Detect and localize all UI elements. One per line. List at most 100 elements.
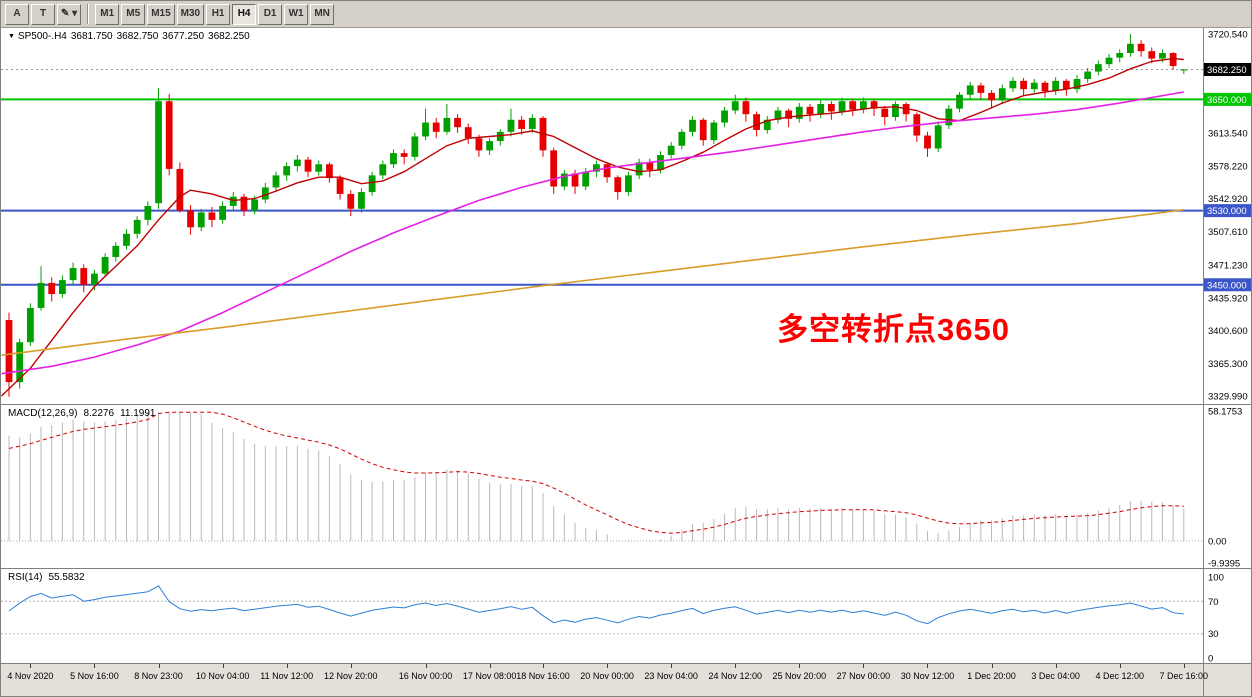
timeframe-button-h1[interactable]: H1 [206, 3, 231, 25]
price-badge [1204, 278, 1251, 292]
price-badge [1204, 204, 1251, 218]
rsi-value: 55.5832 [48, 572, 85, 583]
time-tick [158, 664, 160, 668]
rsi-axis-label: 100 [1208, 573, 1224, 584]
time-label: 7 Dec 16:00 [1159, 671, 1209, 681]
rsi-axis-label: 30 [1208, 629, 1219, 640]
time-tick [927, 664, 929, 668]
rsi-axis-label: 0 [1208, 654, 1213, 664]
macd-axis-label: -9.9395 [1208, 559, 1240, 568]
price-axis-label: 3613.540 [1208, 129, 1248, 140]
time-tick [799, 664, 801, 668]
drawing-tool-button[interactable]: ✎ ▾ [57, 3, 82, 25]
time-label: 1 Dec 20:00 [967, 671, 1016, 681]
time-label: 30 Nov 12:00 [900, 671, 955, 681]
svg-text:3450.000: 3450.000 [1207, 280, 1247, 291]
macd-label: MACD(12,26,9) 8.2276 11.1991 [8, 408, 161, 419]
price-axis-label: 3507.610 [1208, 227, 1248, 238]
price-axis-label: 3578.220 [1208, 161, 1248, 172]
ohlc-open: 3681.750 [70, 31, 113, 42]
time-tick [222, 664, 224, 668]
time-label: 17 Nov 08:00 [462, 671, 517, 681]
time-tick [94, 664, 96, 668]
main-price-chart[interactable]: 3720.540 3613.540 3578.220 3542.920 3507.610… [1, 28, 1252, 404]
time-label: 16 Nov 00:00 [398, 671, 453, 681]
timeframe-button-mn[interactable]: MN [310, 3, 335, 25]
time-tick [350, 664, 352, 668]
time-axis[interactable]: 4 Nov 2020 5 Nov 16:00 8 Nov 23:00 10 Nov 0… [1, 663, 1251, 696]
timeframe-button-d1[interactable]: D1 [258, 3, 283, 25]
time-tick [671, 664, 673, 668]
ohlc-close: 3682.250 [208, 31, 250, 42]
time-tick [991, 664, 993, 668]
time-tick [489, 664, 491, 668]
time-tick [607, 664, 609, 668]
macd-axis-label: 0.00 [1208, 537, 1227, 548]
rsi-panel[interactable]: 100 70 30 0 [1, 568, 1252, 663]
macd-signal-value: 11.1991 [120, 408, 156, 419]
timeframe-button-h4[interactable]: H4 [232, 3, 257, 25]
timeframe-button-m30[interactable]: M30 [176, 3, 205, 25]
time-label: 12 Nov 20:00 [323, 671, 378, 681]
macd-axis-label: 58.1753 [1208, 407, 1242, 418]
price-axis-label: 3542.920 [1208, 194, 1248, 205]
svg-text:3650.000: 3650.000 [1207, 95, 1247, 106]
timeframe-button-m15[interactable]: M15 [147, 3, 175, 25]
expander-icon[interactable]: ▼ [8, 33, 15, 40]
time-label: 20 Nov 00:00 [580, 671, 634, 681]
toolbar: A T ✎ ▾ M1 M5 M15 M30 H1 H4 D1 W1 MN [1, 1, 1251, 28]
macd-main-value: 8.2276 [83, 408, 115, 419]
rsi-line [8, 585, 1184, 625]
ma-fast-red-line [1, 57, 1184, 397]
time-tick [30, 664, 32, 668]
rsi-label: RSI(14) 55.5832 [8, 572, 91, 583]
chart-title: ▼ SP500-.H4 3681.750 3682.750 3677.250 3682.2… [8, 31, 254, 42]
timeframe-button-group: M1 M5 M15 M30 H1 H4 D1 W1 MN [94, 3, 335, 25]
svg-text:3530.000: 3530.000 [1207, 206, 1247, 217]
time-tick [1183, 664, 1185, 668]
time-label: 3 Dec 04:00 [1031, 671, 1080, 681]
svg-text:3682.250: 3682.250 [1207, 65, 1247, 76]
rsi-axis-label: 70 [1208, 597, 1219, 608]
price-axis-label: 3435.920 [1208, 293, 1248, 304]
ma-slow-orange-line [1, 208, 1184, 356]
timeframe-button-w1[interactable]: W1 [284, 3, 309, 25]
ohlc-high: 3682.750 [116, 31, 159, 42]
ohlc-low: 3677.250 [162, 31, 205, 42]
time-label: 23 Nov 04:00 [644, 671, 698, 681]
time-label: 8 Nov 23:00 [134, 671, 183, 681]
time-tick [1055, 664, 1057, 668]
ma-mid-magenta-line [1, 91, 1184, 375]
axis-separator [1203, 664, 1204, 696]
price-axis-label: 3400.600 [1208, 326, 1248, 337]
price-badge [1204, 62, 1251, 76]
price-axis-label: 3365.300 [1208, 359, 1248, 370]
price-axis-label: 3329.990 [1208, 392, 1248, 403]
candlesticks [5, 34, 1188, 397]
cursor-tool-button[interactable]: A [5, 3, 29, 25]
annotation-text: 多空转折点3650 [777, 312, 1010, 347]
time-label: 10 Nov 04:00 [195, 671, 250, 681]
macd-panel[interactable]: 58.1753 0.00 -9.9395 [1, 404, 1252, 568]
time-label: 5 Nov 16:00 [70, 671, 119, 681]
price-axis-label: 3720.540 [1208, 30, 1248, 41]
rsi-name: RSI(14) [8, 572, 43, 583]
time-tick [863, 664, 865, 668]
chart-symbol-period: SP500-.H4 [17, 31, 67, 42]
time-tick [425, 664, 427, 668]
time-label: 11 Nov 12:00 [260, 671, 314, 681]
time-label: 25 Nov 20:00 [772, 671, 827, 681]
time-label: 18 Nov 16:00 [516, 671, 570, 681]
toolbar-separator [87, 4, 90, 24]
time-tick [735, 664, 737, 668]
timeframe-button-m5[interactable]: M5 [121, 3, 146, 25]
time-label: 4 Dec 12:00 [1095, 671, 1144, 681]
macd-name: MACD(12,26,9) [8, 408, 78, 419]
price-badge [1204, 92, 1251, 106]
time-label: 27 Nov 00:00 [836, 671, 891, 681]
tool-button-group: A T ✎ ▾ [4, 3, 82, 25]
time-tick [543, 664, 544, 668]
text-tool-button[interactable]: T [31, 3, 55, 25]
timeframe-button-m1[interactable]: M1 [95, 3, 120, 25]
